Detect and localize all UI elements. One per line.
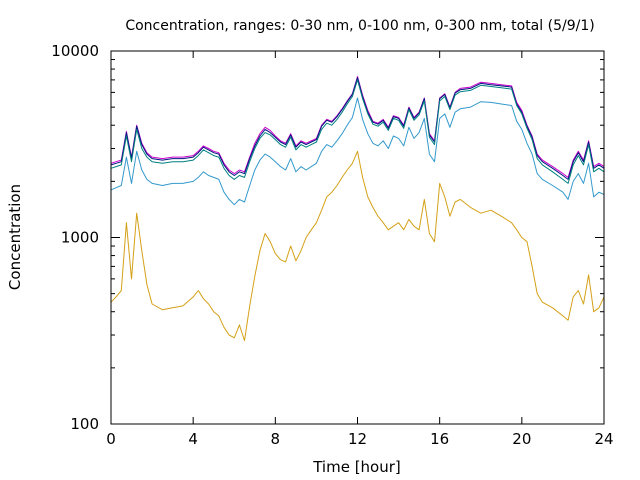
x-tick-label: 8 (271, 430, 281, 448)
x-tick-label: 0 (106, 430, 116, 448)
y-tick-label: 1000 (61, 229, 99, 247)
x-tick-label: 16 (430, 430, 449, 448)
series-line-1 (110, 76, 605, 178)
y-tick-label: 10000 (51, 42, 99, 60)
axis-layer: 0 4 8 12 16 20 24 100 1000 10000 (51, 42, 613, 448)
series-line-4 (110, 97, 605, 206)
x-tick-label: 24 (594, 430, 613, 448)
series-line-3 (110, 79, 605, 184)
x-tick-label: 12 (348, 430, 367, 448)
series-line-2 (110, 77, 605, 180)
x-axis-label: Time [hour] (312, 458, 401, 476)
plot-frame (110, 50, 605, 425)
y-tick-label: 100 (70, 415, 99, 433)
x-tick-label: 20 (512, 430, 531, 448)
x-tick-label: 4 (188, 430, 198, 448)
y-axis-label: Concentration (6, 184, 24, 290)
chart-title: Concentration, ranges: 0-30 nm, 0-100 nm… (125, 18, 594, 34)
series-line-5 (110, 150, 605, 342)
series-layer (110, 76, 605, 342)
